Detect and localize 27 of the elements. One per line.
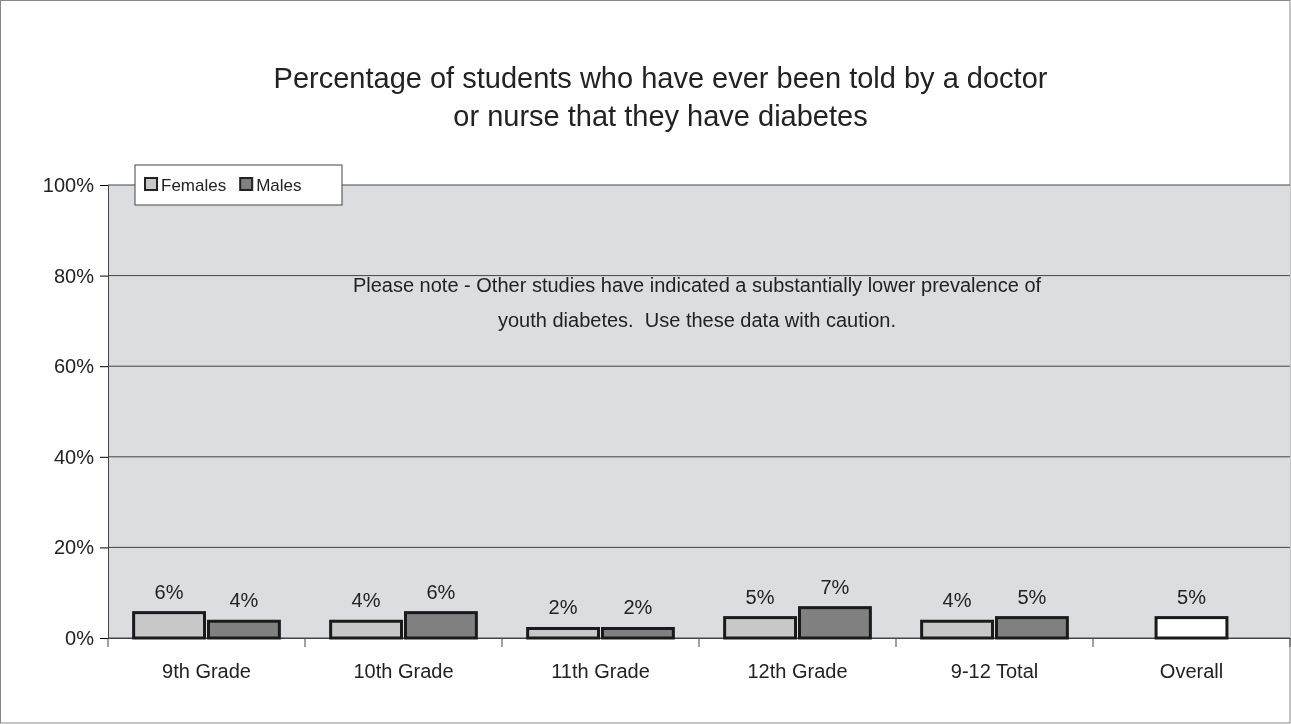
legend-label: Males [256,176,302,195]
data-label: 5% [1017,585,1047,608]
x-tick-label: 9-12 Total [950,660,1039,683]
y-tick-label: 20% [53,536,95,559]
data-label: 4% [942,589,972,612]
data-label: 4% [351,589,381,612]
chart-title: Percentage of students who have ever been told by a doctor or nurse that they have diabetes [273,62,1048,132]
y-tick-label: 60% [53,355,95,378]
x-tick-label: 9th Grade [162,660,251,683]
data-label: 7% [820,575,850,598]
x-tick-label: 10th Grade [353,660,454,683]
data-label: 6% [426,580,456,603]
y-tick-label: 0% [65,626,95,649]
data-label: 2% [548,596,578,619]
data-label: 6% [154,580,184,603]
x-tick-label: 11th Grade [551,660,650,683]
y-tick-label: 80% [53,264,95,287]
data-label: 5% [1177,585,1207,608]
legend-label: Females [161,176,227,195]
x-tick-label: Overall [1159,660,1224,683]
data-label: 5% [745,585,775,608]
data-label: 4% [229,589,259,612]
annotation: Please note - Other studies have indicated a substantially lower prevalence of youth diabetes. Use these data with caution. [352,274,1042,331]
x-tick-label: 12th Grade [747,660,848,683]
y-tick-label: 40% [53,445,95,468]
y-tick-label: 100% [42,173,95,196]
data-label: 2% [623,596,653,619]
